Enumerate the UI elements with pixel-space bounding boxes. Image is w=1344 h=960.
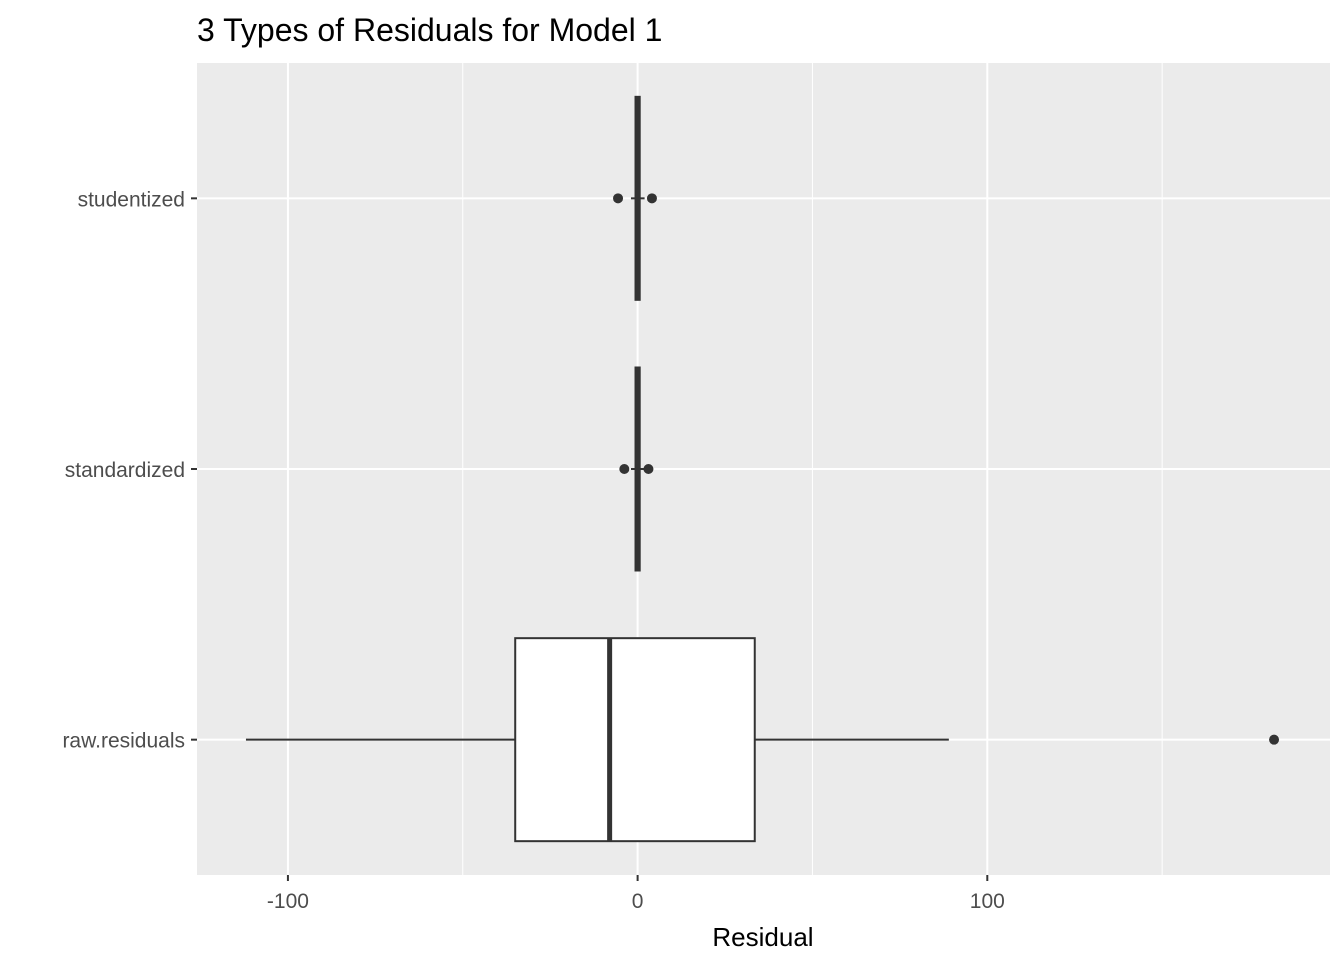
boxes <box>245 95 1280 843</box>
x-tick-label: -100 <box>267 890 309 913</box>
outlier-point <box>643 464 654 474</box>
outlier-point <box>619 464 630 474</box>
y-tick-label: standardized <box>65 459 185 482</box>
box-standardized <box>619 366 654 572</box>
outlier-point <box>1269 734 1280 745</box>
outlier-point <box>646 193 657 204</box>
chart-title: 3 Types of Residuals for Model 1 <box>197 12 662 48</box>
x-axis-title: Residual <box>712 922 813 952</box>
x-tick-label: 0 <box>632 890 644 913</box>
y-tick-label: studentized <box>78 188 185 211</box>
axes: -100 0 100 studentized standardized raw.resid… <box>62 188 1004 913</box>
box-studentized <box>613 95 657 301</box>
y-tick-label: raw.residuals <box>62 730 185 753</box>
box-raw-residuals <box>245 637 1280 843</box>
box-iqr <box>514 637 756 843</box>
outlier-point <box>613 193 624 204</box>
x-tick-label: 100 <box>970 890 1005 913</box>
